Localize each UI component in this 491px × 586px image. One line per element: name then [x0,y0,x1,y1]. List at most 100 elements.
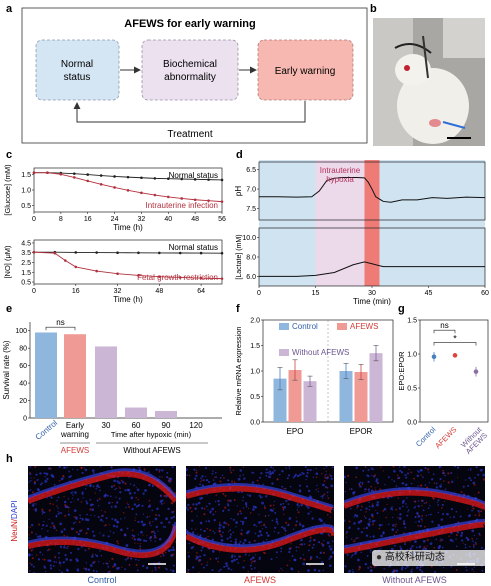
panel-e: 0 20 40 60 80 100 Survival rate (%) ns Control Ea… [2,318,222,455]
g-xtick-without: WithoutAFEWS [458,424,490,456]
glucose-abnormal-label: Intrauterine infection [146,201,219,210]
panel-f: 0.0 0.5 1.0 1.5 2.0 Relative mRNA expression E… [234,318,394,436]
glucose-point [207,199,210,202]
e-ytick: 60 [19,363,27,370]
micro-label-afews: AFEWS [243,575,276,585]
e-ylabel: Survival rate (%) [2,340,11,399]
glucose-point [126,175,130,179]
e-ytick: 0 [23,416,27,423]
e-xaxis-note: Time after hypoxic (min) [111,430,192,439]
no-point [158,251,161,255]
g-point [452,353,458,358]
glucose-point [59,172,63,176]
box-normal-status-line2: status [64,72,91,83]
lactate-ytick: 8.0 [246,255,256,262]
no-ytick: 2.5 [21,260,31,267]
e-ytick: 80 [19,346,27,353]
feedback-arrow [73,101,306,123]
f-ylabel: Relative mRNA expression [234,326,243,415]
panel-a-frame [21,7,368,144]
no-ytick: 0.5 [21,280,31,287]
glucose-point [140,191,143,195]
e-group-afews: AFEWS [61,446,89,455]
no-point [74,251,78,254]
e-xtick: 30 [102,421,111,430]
glucose-point [99,174,103,177]
g-ytick: 1.0 [407,352,417,359]
f-bar [369,353,383,422]
d-xtick: 45 [425,290,433,297]
micro-label-without-afews: Without AFEWS [382,575,447,585]
band-hypoxia [315,160,365,286]
g-sig-star [433,342,477,346]
glucose-point [153,177,157,180]
no-point [220,277,224,280]
band-warning [364,160,380,286]
no-xlabel: Time (h) [113,295,143,304]
glucose-xtick: 24 [111,216,119,223]
panel-a-title: AFEWS for early warning [124,18,255,30]
panel-label-h: h [6,453,13,465]
e-ytick: 20 [19,398,27,405]
lactate-ytick: 6.0 [246,274,256,281]
no-point [64,259,67,262]
glucose-point [207,178,210,181]
no-point [199,276,203,280]
no-xtick: 16 [72,288,80,295]
no-point [178,251,182,255]
g-ytick: 1.5 [407,318,417,325]
panel-label-c: c [6,149,12,161]
d-xtick: 60 [481,290,489,297]
glucose-xtick: 48 [191,216,199,223]
no-point [95,251,98,254]
no-point [53,251,57,255]
no-ytick: 1.5 [21,270,31,277]
box-normal-status [35,39,120,101]
watermark-text: 高校科研动态 [384,552,445,563]
glucose-point [153,193,157,197]
no-xtick: 48 [155,288,163,295]
glucose-ytick: 1.5 [21,172,31,179]
glucose-xlabel: Time (h) [113,223,143,232]
no-xtick: 0 [32,288,36,295]
no-point [158,275,161,278]
panel-label-g: g [398,303,405,315]
no-point [199,251,203,255]
e-xtick: 120 [189,421,203,430]
glucose-point [220,200,224,203]
svg-text:NeuN/DAPI: NeuN/DAPI [10,500,19,541]
f-bar [354,372,368,422]
glucose-point [193,178,197,181]
lactate-ylabel: [Lactate] (mM) [236,234,243,279]
e-xtick: 90 [162,421,171,430]
glucose-xtick: 40 [164,216,172,223]
glucose-xtick: 56 [218,216,226,223]
e-ytick: 40 [19,381,27,388]
f-bar [339,371,353,422]
rat-photo [373,18,485,146]
glucose-point [220,178,224,182]
glucose-xtick: 0 [32,216,36,223]
no-ylabel: [NO] (μM) [3,245,12,279]
micrograph-control [28,466,176,573]
glucose-point [46,171,49,175]
g-point [431,354,437,360]
e-bar [125,407,147,418]
no-abnormal-label: Fetal growth restriction [137,273,218,282]
no-point [116,251,119,255]
glucose-point [140,176,143,180]
box-biochem-line2: abnormality [164,72,216,83]
g-xtick-afews: AFEWS [433,425,458,450]
no-point [74,265,78,269]
ph-line [259,176,486,203]
glucose-point [32,171,36,175]
e-xtick-control: Control [34,418,60,442]
f-ytick: 0.0 [250,420,260,427]
g-ytick: 0.5 [407,386,417,393]
no-axes [33,239,223,285]
e-xtick: 60 [132,421,141,430]
f-ytick: 1.0 [250,369,260,376]
